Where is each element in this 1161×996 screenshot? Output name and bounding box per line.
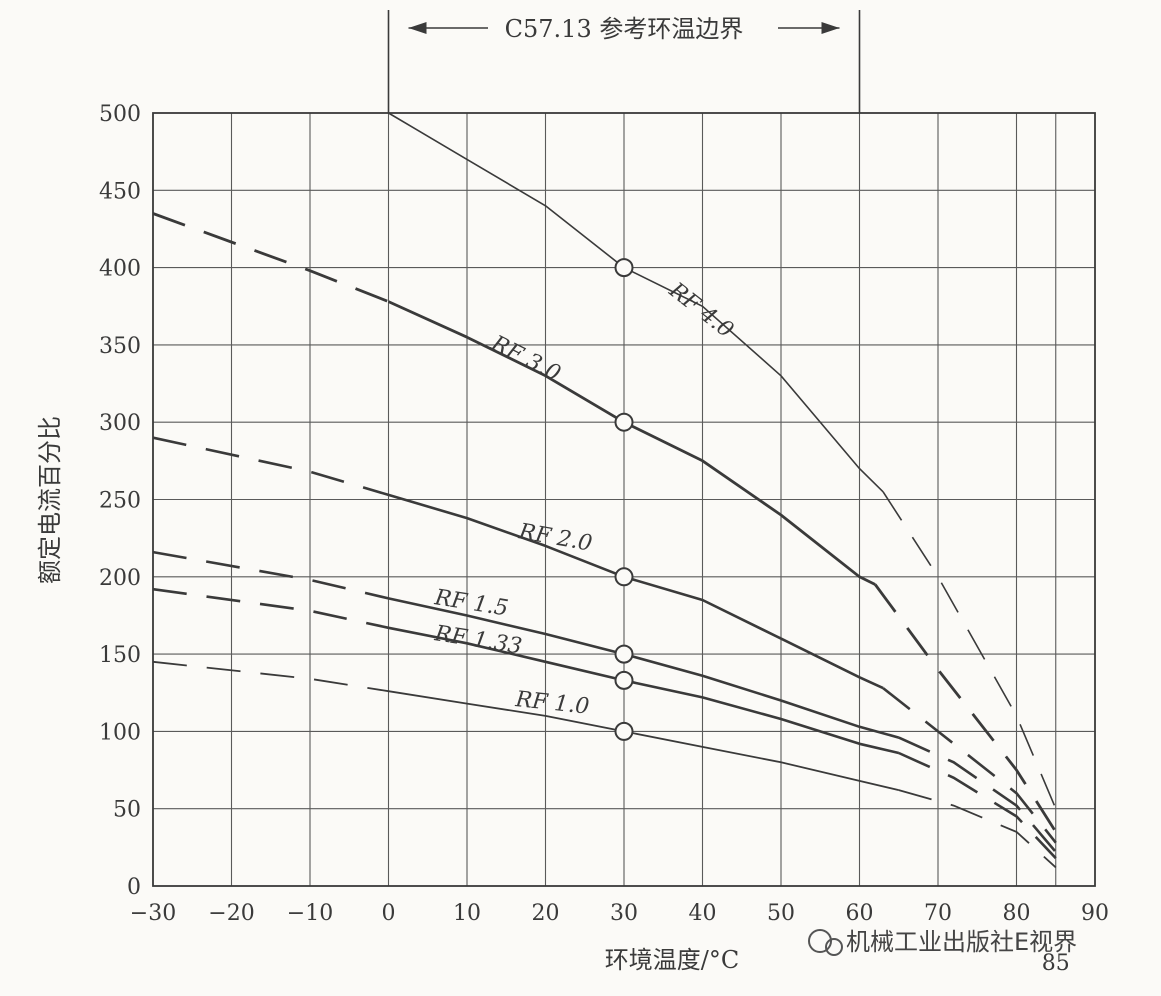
series-line-rf-2-0 xyxy=(388,493,884,690)
y-tick-label: 500 xyxy=(99,102,141,127)
series-label: RF 4.0 xyxy=(664,277,738,343)
reference-boundary: C57.13 参考环温边界 xyxy=(387,10,861,113)
series-dashed-rf-2-0 xyxy=(152,436,389,497)
y-tick-label: 200 xyxy=(99,566,141,591)
x-tick-label: 20 xyxy=(532,901,560,926)
series-lines xyxy=(152,112,1057,869)
x-tick-label: 70 xyxy=(924,901,952,926)
y-tick-label: 300 xyxy=(99,411,141,436)
y-tick-label: 100 xyxy=(99,720,141,745)
x-tick-label: 60 xyxy=(846,901,874,926)
y-tick-label: 400 xyxy=(99,257,141,282)
grid xyxy=(152,112,1096,887)
data-point-marker xyxy=(614,670,634,690)
boundary-arrowhead-left xyxy=(408,22,427,34)
x-tick-label: 50 xyxy=(767,901,795,926)
series-line-rf-1-0 xyxy=(388,690,900,791)
data-point-marker xyxy=(614,721,634,741)
y-tick-label: 150 xyxy=(99,643,141,668)
watermark: 机械工业出版社E视界 xyxy=(808,928,1077,956)
x-tick-label: 10 xyxy=(453,901,481,926)
boundary-arrowhead-right xyxy=(821,22,840,34)
y-tick-label: 350 xyxy=(99,334,141,359)
y-tick-label: 50 xyxy=(113,798,141,823)
x-tick-label-85: 85 xyxy=(1042,951,1070,976)
x-tick-label: 90 xyxy=(1081,901,1109,926)
series-dashed-right-rf-1-5 xyxy=(898,736,1057,853)
plot-frame xyxy=(152,112,1096,887)
series-dashed-rf-1-33 xyxy=(152,587,389,630)
series-line-rf-4-0 xyxy=(388,112,884,493)
axis-labels: 0 50 100 150 200 250 300 350 400 450 500 −30 −20 −10 0… xyxy=(36,102,1109,976)
series-dashed-rf-4-0 xyxy=(882,491,1057,810)
series-line-rf-1-5 xyxy=(388,597,900,739)
x-tick-label: 30 xyxy=(610,901,638,926)
data-point-marker xyxy=(614,567,634,587)
series-dashed-rf-1-5 xyxy=(152,550,389,600)
series-label: RF 3.0 xyxy=(486,331,564,387)
series-dashed-right-rf-3-0 xyxy=(874,583,1057,833)
watermark-wechat-icon-small xyxy=(825,938,843,956)
series-dashed-rf-1-0 xyxy=(152,660,389,693)
data-markers xyxy=(614,258,634,741)
series-label: RF 1.0 xyxy=(513,687,590,720)
series-dashed-rf-3-0 xyxy=(152,212,390,303)
series-dashed-right-rf-1-0 xyxy=(898,789,1057,869)
data-point-marker xyxy=(614,412,634,432)
series-dashed-right-rf-1-33 xyxy=(898,751,1057,860)
series-dashed-right-rf-2-0 xyxy=(882,687,1057,844)
y-tick-label: 0 xyxy=(127,875,141,900)
data-point-marker xyxy=(614,258,634,278)
x-tick-label: 40 xyxy=(689,901,717,926)
x-tick-label: −30 xyxy=(130,901,176,926)
data-point-marker xyxy=(614,644,634,664)
series-line-rf-3-0 xyxy=(387,300,876,586)
y-tick-label: 450 xyxy=(99,179,141,204)
x-tick-label: 80 xyxy=(1003,901,1031,926)
x-axis-label: 环境温度/°C xyxy=(605,946,739,974)
x-tick-label: −10 xyxy=(287,901,333,926)
series-line-rf-1-33 xyxy=(388,626,900,755)
boundary-label: C57.13 参考环温边界 xyxy=(505,15,744,43)
series-label: RF 2.0 xyxy=(516,519,594,557)
watermark-wechat-icon xyxy=(808,929,832,953)
y-axis-label: 额定电流百分比 xyxy=(36,416,64,584)
watermark-text: 机械工业出版社E视界 xyxy=(846,928,1077,956)
y-tick-label: 250 xyxy=(99,489,141,514)
x-tick-label: −20 xyxy=(208,901,254,926)
x-tick-label: 0 xyxy=(382,901,396,926)
